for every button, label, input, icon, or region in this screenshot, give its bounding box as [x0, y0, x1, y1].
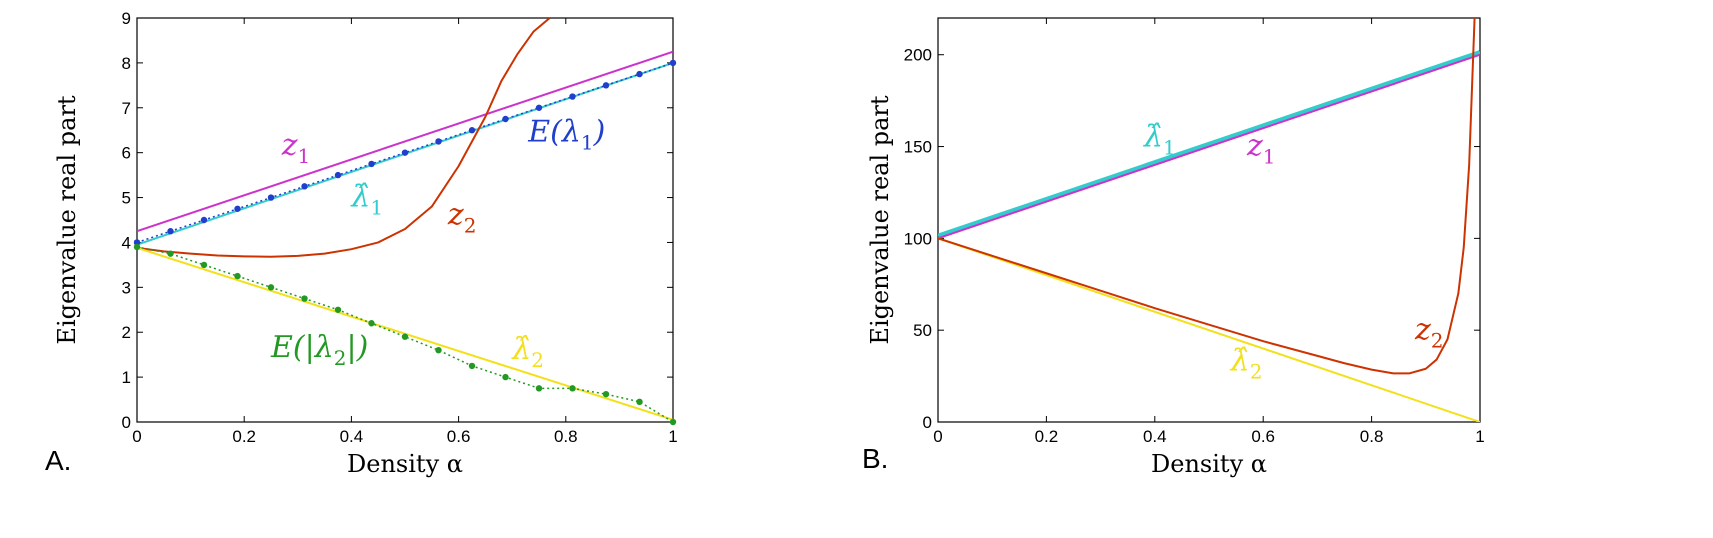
data-point-e-2- — [535, 385, 543, 392]
x-tick-label: 0 — [132, 427, 141, 446]
series-annotation: λ̂1 — [1143, 120, 1176, 160]
x-tick-label: 0.4 — [1143, 427, 1167, 446]
plot-frame — [937, 17, 1481, 423]
x-tick-label: 0.2 — [1035, 427, 1059, 446]
data-point-e-1- — [435, 138, 442, 145]
y-tick-label: 100 — [904, 229, 932, 248]
data-point-e-2- — [636, 398, 643, 405]
plot-frame — [136, 17, 674, 423]
x-tick-label: 0.8 — [554, 427, 578, 446]
series-annotation: λ̂1 — [350, 180, 383, 220]
data-point-e-1- — [569, 93, 576, 100]
series-annotation: E(λ1) — [527, 114, 605, 154]
series-line-e-1- — [137, 62, 673, 244]
y-axis-label: Eigenvalue real part — [53, 95, 81, 344]
data-point-e-2- — [435, 346, 442, 354]
data-point-e-1- — [334, 171, 342, 179]
y-tick-label: 9 — [122, 9, 131, 28]
data-point-e-1- — [535, 104, 543, 111]
data-point-e-2- — [401, 333, 409, 340]
y-tick-label: 3 — [122, 278, 131, 297]
series-annotation: λ̂2 — [511, 332, 544, 372]
y-tick-label: 1 — [122, 368, 131, 387]
series-annotation: z1 — [281, 128, 311, 168]
y-tick-label: 6 — [122, 144, 131, 163]
data-point-e-2- — [669, 418, 677, 426]
data-point-e-1- — [636, 70, 643, 78]
data-point-e-2- — [133, 243, 141, 251]
data-point-e-2- — [301, 295, 308, 302]
series-annotation: z2 — [1414, 312, 1444, 352]
data-point-e-2- — [334, 306, 342, 313]
y-tick-label: 7 — [122, 99, 131, 118]
data-point-e-1- — [669, 59, 677, 67]
data-point-e-1- — [368, 160, 375, 168]
data-point-e-1- — [502, 115, 509, 123]
y-tick-label: 50 — [913, 321, 932, 340]
x-tick-label: 1 — [1475, 427, 1484, 446]
x-tick-label: 0 — [933, 427, 942, 446]
data-point-e-1- — [167, 228, 174, 235]
y-axis-label: Eigenvalue real part — [866, 95, 894, 344]
x-tick-label: 0.6 — [1251, 427, 1275, 446]
data-point-e-1- — [234, 205, 241, 212]
data-point-e-2- — [368, 320, 375, 327]
data-point-e-2- — [200, 261, 208, 269]
data-point-e-1- — [133, 239, 141, 246]
panel-b: 0 0.2 0.4 0.6 0.8 1 0 50 100 150 200 Density α Eigen… — [862, 17, 1485, 478]
data-point-e-1- — [200, 216, 208, 224]
series-annotation: λ̂2 — [1230, 344, 1263, 384]
y-tick-label: 0 — [122, 413, 131, 432]
series-annotation: E(|λ2|) — [270, 330, 368, 370]
data-point-e-1- — [267, 194, 275, 201]
series-line--2 — [938, 237, 1480, 422]
y-tick-label: 0 — [923, 413, 932, 432]
panel-a: 0 0.2 0.4 0.6 0.8 1 0 1 2 3 4 5 6 7 8 9 Density α Eigenva… — [45, 9, 678, 478]
y-tick-label: 2 — [122, 323, 131, 342]
series-line-z1 — [137, 50, 673, 233]
panel-label: B. — [862, 443, 888, 474]
y-tick-label: 200 — [904, 46, 932, 65]
panel-label: A. — [45, 445, 71, 476]
data-point-e-1- — [401, 149, 409, 156]
data-point-e-2- — [234, 272, 241, 280]
data-point-e-2- — [502, 373, 509, 381]
x-tick-label: 0.6 — [447, 427, 471, 446]
x-axis-label: Density α — [347, 450, 463, 478]
data-point-e-1- — [468, 127, 476, 134]
data-point-e-1- — [301, 183, 308, 190]
data-point-e-2- — [267, 284, 275, 291]
x-tick-label: 0.8 — [1360, 427, 1384, 446]
y-tick-label: 8 — [122, 54, 131, 73]
y-tick-label: 4 — [122, 233, 131, 252]
series-line--1 — [938, 50, 1480, 238]
x-tick-label: 0.2 — [232, 427, 256, 446]
data-point-e-2- — [468, 362, 476, 370]
x-tick-label: 0.4 — [340, 427, 364, 446]
data-point-e-1- — [602, 82, 610, 89]
data-point-e-2- — [167, 250, 174, 257]
data-point-e-2- — [569, 385, 576, 392]
series-line-e-2- — [137, 246, 673, 422]
y-tick-label: 150 — [904, 138, 932, 157]
x-tick-label: 1 — [668, 427, 677, 446]
x-axis-label: Density α — [1151, 450, 1267, 478]
series-line-z2 — [137, 18, 551, 258]
series-annotation: z1 — [1246, 129, 1276, 169]
data-point-e-2- — [602, 390, 610, 398]
y-tick-label: 5 — [122, 189, 131, 208]
series-annotation: z2 — [447, 197, 477, 237]
series-line-z2 — [938, 18, 1476, 375]
series-line-z1 — [938, 53, 1480, 240]
